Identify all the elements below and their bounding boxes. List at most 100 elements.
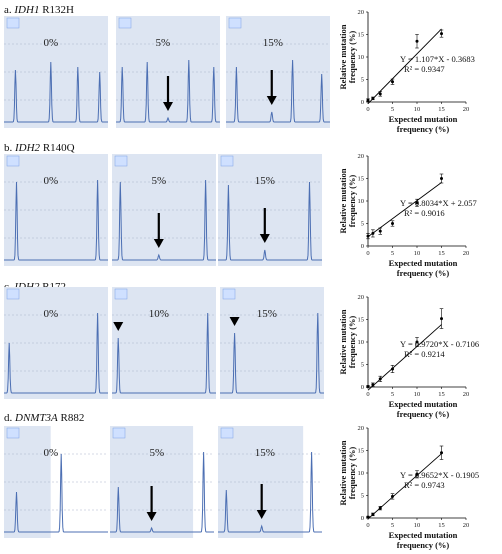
data-point <box>378 506 382 510</box>
trace-plot: 15% <box>218 154 322 266</box>
trace-2: 5% <box>110 426 214 538</box>
trace-legend-box <box>220 427 234 439</box>
r-squared: R² = 0.9016 <box>404 208 445 218</box>
r-squared: R² = 0.9214 <box>404 349 445 359</box>
y-tick-label: 0 <box>361 99 364 106</box>
trace-background <box>218 426 304 538</box>
regression-chart: 0 5 10 15 20 0 5 10 15 20 Y = 0.9720*X - 0.7106 R² … <box>338 287 502 422</box>
regression-chart: 0 5 10 15 20 0 5 10 15 20 Y = 1.107*X - 0.3683 R² =… <box>338 2 502 137</box>
regression-chart: 0 5 10 15 20 0 5 10 15 20 Y = 0.9652*X - 0.1905 R² … <box>338 418 502 553</box>
data-point <box>415 472 419 476</box>
y-tick-label: 10 <box>358 339 365 346</box>
data-point <box>378 229 382 233</box>
x-axis-label: Expected mutation <box>389 258 458 268</box>
trace-legend-box <box>114 155 128 167</box>
x-tick-label: 5 <box>391 250 394 257</box>
y-tick-label: 0 <box>361 243 364 250</box>
panel-d: d. DNMT3A R882 0% 5% 15% 0 5 10 15 20 0 5 10 15 2… <box>0 412 502 552</box>
x-axis-label: Expected mutation <box>389 114 458 124</box>
x-tick-label: 0 <box>366 106 369 113</box>
panel-letter: d. <box>4 412 13 424</box>
r-squared: R² = 0.9347 <box>404 64 445 74</box>
x-tick-label: 0 <box>366 522 369 529</box>
trace-signal <box>220 312 324 394</box>
data-point <box>391 80 394 84</box>
trace-signal <box>116 59 220 123</box>
trace-plot: 5% <box>116 16 220 128</box>
data-point <box>391 222 394 225</box>
regression-equation: Y = 0.9652*X - 0.1905 <box>400 470 479 480</box>
y-tick-label: 20 <box>358 9 365 16</box>
trace-2: 5% <box>112 154 216 266</box>
trace-3: 15% <box>220 287 324 399</box>
panel-label: a. IDH1 R132H <box>4 4 74 17</box>
x-tick-label: 15 <box>438 106 445 113</box>
x-tick-label: 20 <box>463 250 470 257</box>
y-tick-label: 15 <box>358 176 365 183</box>
regression-chart: 0 5 10 15 20 0 5 10 15 20 Y = 0.8034*X + 2.057 R² =… <box>338 146 502 281</box>
x-tick-label: 10 <box>414 106 421 113</box>
y-tick-label: 15 <box>358 32 365 39</box>
mutation-percent-label: 10% <box>149 308 169 320</box>
trace-2: 5% <box>116 16 220 128</box>
y-tick-label: 10 <box>358 470 365 477</box>
gene-name: DNMT3A <box>15 412 58 424</box>
trace-legend-box <box>220 155 234 167</box>
trace-plot: 15% <box>220 287 324 399</box>
trace-signal <box>4 312 108 394</box>
mutation-percent-label: 5% <box>151 175 166 187</box>
data-point <box>378 92 382 96</box>
mutation-arrow-head-icon <box>163 102 173 111</box>
trace-1: 0% <box>4 426 108 538</box>
mutation-name: R882 <box>60 412 85 424</box>
trace-1: 0% <box>4 287 108 399</box>
mutation-name: R132H <box>42 4 74 16</box>
trace-legend-box <box>228 17 242 29</box>
x-tick-label: 0 <box>366 391 369 398</box>
data-point <box>415 340 419 344</box>
mutation-arrow-head-icon <box>256 510 267 519</box>
trace-plot: 5% <box>112 154 216 266</box>
data-point <box>415 201 419 205</box>
mutation-percent-label: 0% <box>43 37 58 49</box>
panel-b: b. IDH2 R140Q 0% 5% 15% 0 5 10 15 20 0 5 10 15 20… <box>0 140 502 278</box>
trace-plot: 5% <box>110 426 214 538</box>
x-axis-label: Expected mutation <box>389 530 458 540</box>
y-axis-label-line2: frequency (%) <box>347 31 357 84</box>
regression-equation: Y = 1.107*X - 0.3683 <box>400 54 475 64</box>
trace-plot: 0% <box>4 16 108 128</box>
y-tick-label: 0 <box>361 515 364 522</box>
x-tick-label: 5 <box>391 106 394 113</box>
data-point <box>391 494 394 498</box>
x-tick-label: 20 <box>463 522 470 529</box>
regression-line <box>367 28 442 104</box>
x-tick-label: 15 <box>438 250 445 257</box>
mutation-percent-label: 0% <box>43 447 58 459</box>
y-axis-label-line2: frequency (%) <box>347 175 357 228</box>
data-point <box>440 317 443 321</box>
mutation-percent-label: 5% <box>155 37 170 49</box>
trace-signal <box>226 59 330 123</box>
trace-signal <box>4 453 108 533</box>
data-point <box>371 96 375 100</box>
x-tick-label: 10 <box>414 250 421 257</box>
trace-3: 15% <box>218 426 322 538</box>
regression-plot: 0 5 10 15 20 0 5 10 15 20 Y = 0.9720*X - 0.7106R² … <box>338 294 479 419</box>
x-axis-label-line2: frequency (%) <box>397 409 450 419</box>
x-tick-label: 10 <box>414 391 421 398</box>
panel-letter: a. <box>4 4 12 16</box>
r-squared: R² = 0.9743 <box>404 480 445 490</box>
mutation-percent-label: 15% <box>255 175 275 187</box>
x-tick-label: 20 <box>463 391 470 398</box>
trace-legend-box <box>114 288 128 300</box>
data-point <box>440 32 443 36</box>
y-tick-label: 20 <box>358 153 365 160</box>
mutation-percent-label: 5% <box>149 447 164 459</box>
x-tick-label: 0 <box>366 250 369 257</box>
mutation-arrow-head-icon <box>229 317 240 326</box>
mutation-percent-label: 15% <box>263 37 283 49</box>
data-point <box>440 177 443 180</box>
x-tick-label: 10 <box>414 522 421 529</box>
